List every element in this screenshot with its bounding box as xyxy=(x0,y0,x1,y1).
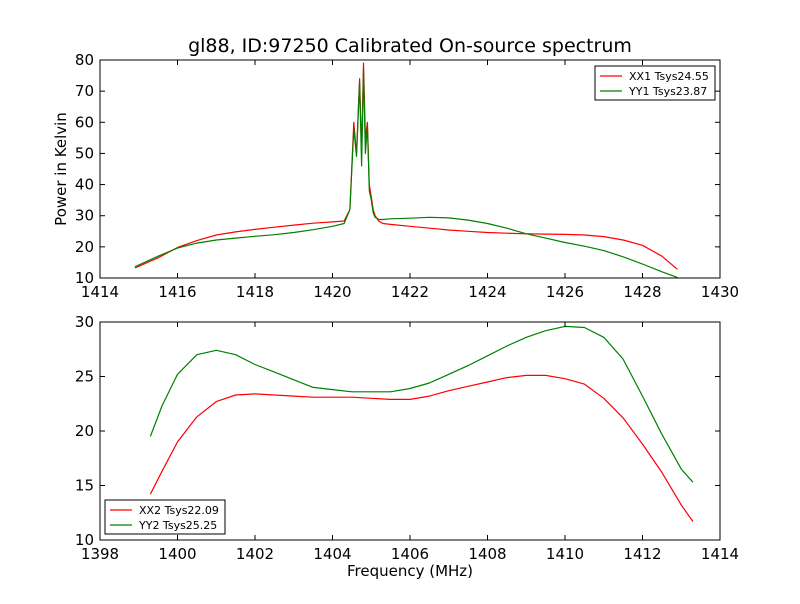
x-tick-label: 1408 xyxy=(468,545,506,563)
y-tick-label: 60 xyxy=(75,113,94,131)
legend-box xyxy=(104,499,226,535)
x-tick-label: 1414 xyxy=(81,283,119,301)
y-tick-label: 20 xyxy=(75,422,94,440)
chart-title: gl88, ID:97250 Calibrated On-source spec… xyxy=(188,35,632,57)
y-tick-label: 40 xyxy=(75,176,94,194)
y-tick-label: 10 xyxy=(75,531,94,549)
x-tick-label: 1414 xyxy=(701,545,739,563)
x-tick-label: 1422 xyxy=(391,283,429,301)
y-tick-label: 25 xyxy=(75,368,94,386)
legend-entry: YY2 Tsys25.25 xyxy=(138,519,217,532)
series-line-1-1 xyxy=(134,62,678,270)
x-tick-label: 1416 xyxy=(158,283,196,301)
x-tick-label: 1428 xyxy=(623,283,661,301)
x-tick-label: 1410 xyxy=(546,545,584,563)
y-tick-label: 10 xyxy=(75,269,94,287)
legend-entry: XX1 Tsys24.55 xyxy=(629,70,709,83)
x-tick-label: 1412 xyxy=(623,545,661,563)
x-tick-label: 1420 xyxy=(313,283,351,301)
y-tick-label: 50 xyxy=(75,144,94,162)
series-line-2-2 xyxy=(149,325,694,483)
y-tick-label: 15 xyxy=(75,477,94,495)
x-tick-label: 1398 xyxy=(81,545,119,563)
y-tick-label: 30 xyxy=(75,207,94,225)
x-tick-label: 1426 xyxy=(546,283,584,301)
y-tick-label: 30 xyxy=(75,313,94,331)
x-tick-label: 1418 xyxy=(236,283,274,301)
y-tick-label: 70 xyxy=(75,82,94,100)
legend-entry: YY1 Tsys23.87 xyxy=(628,85,707,98)
x-tick-label: 1400 xyxy=(158,545,196,563)
series-line-1-2 xyxy=(134,68,678,278)
y-tick-label: 20 xyxy=(75,238,94,256)
x-tick-label: 1404 xyxy=(313,545,351,563)
x-tick-label: 1402 xyxy=(236,545,274,563)
x-axis-label: Frequency (MHz) xyxy=(347,562,473,580)
x-tick-label: 1424 xyxy=(468,283,506,301)
y-tick-label: 80 xyxy=(75,51,94,69)
x-tick-label: 1430 xyxy=(701,283,739,301)
x-tick-label: 1406 xyxy=(391,545,429,563)
legend-entry: XX2 Tsys22.09 xyxy=(139,504,219,517)
legend-box xyxy=(594,65,716,101)
y-axis-label: Power in Kelvin xyxy=(52,112,70,226)
series-line-2-1 xyxy=(149,374,694,522)
